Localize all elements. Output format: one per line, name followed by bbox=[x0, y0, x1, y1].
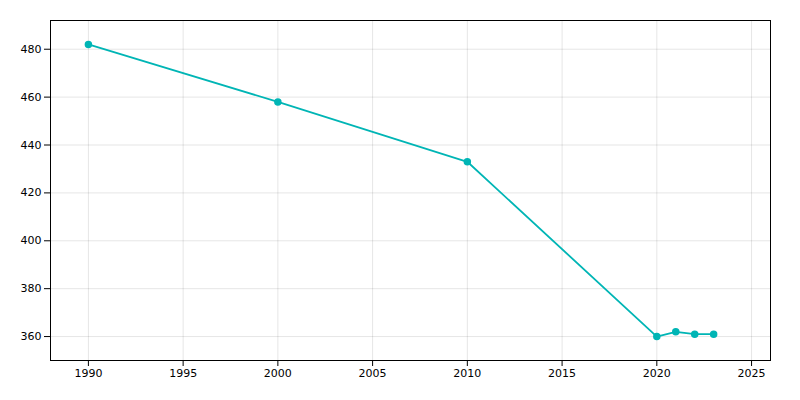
svg-text:2025: 2025 bbox=[738, 367, 766, 380]
svg-text:480: 480 bbox=[21, 43, 42, 56]
svg-text:380: 380 bbox=[21, 282, 42, 295]
svg-text:440: 440 bbox=[21, 139, 42, 152]
svg-text:1990: 1990 bbox=[74, 367, 102, 380]
svg-text:460: 460 bbox=[21, 91, 42, 104]
svg-text:1995: 1995 bbox=[169, 367, 197, 380]
svg-text:360: 360 bbox=[21, 330, 42, 343]
svg-text:400: 400 bbox=[21, 234, 42, 247]
svg-text:2000: 2000 bbox=[264, 367, 292, 380]
svg-text:2015: 2015 bbox=[548, 367, 576, 380]
svg-text:2010: 2010 bbox=[453, 367, 481, 380]
svg-text:2020: 2020 bbox=[643, 367, 671, 380]
svg-text:2005: 2005 bbox=[359, 367, 387, 380]
svg-text:420: 420 bbox=[21, 186, 42, 199]
